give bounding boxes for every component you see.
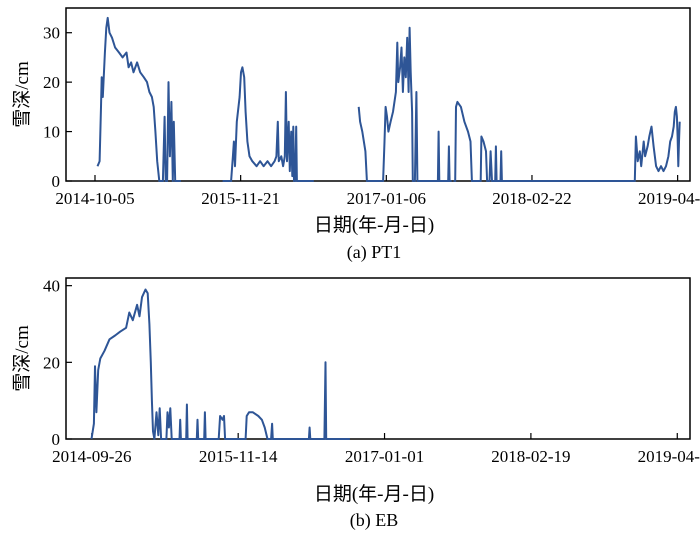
x-tick-label: 2019-04-10 <box>638 189 700 208</box>
x-tick-label: 2018-02-19 <box>491 447 570 466</box>
series-line-segment <box>222 66 314 182</box>
plot-frame <box>65 7 691 182</box>
y-tick-label: 0 <box>52 430 61 449</box>
series-lines <box>96 16 681 182</box>
x-tick-label: 2014-10-05 <box>55 189 134 208</box>
x-tick-label: 2019-04-09 <box>638 447 700 466</box>
x-tick-label: 2015-11-21 <box>201 189 280 208</box>
x-axis-label: 日期(年-月-日) <box>314 214 434 236</box>
y-tick-label: 20 <box>43 73 60 92</box>
chart-panel-eb: 0 20 40 2014-09-26 2015-11-14 2017-01-01 2018… <box>11 277 700 531</box>
series-line-segment <box>453 100 681 182</box>
y-tick-label: 10 <box>43 123 60 142</box>
x-tick-label: 2017-01-06 <box>347 189 426 208</box>
y-tick-label: 0 <box>52 172 61 191</box>
y-axis-label: 雪深/cm <box>11 61 33 128</box>
chart-caption: (a) PT1 <box>347 242 401 263</box>
y-tick-label: 20 <box>43 353 60 372</box>
x-tick-label: 2015-11-14 <box>199 447 278 466</box>
y-axis: 0 20 40 <box>43 277 72 449</box>
series-lines <box>90 288 350 440</box>
x-axis: 2014-10-05 2015-11-21 2017-01-06 2018-02-22… <box>55 175 700 208</box>
series-line-segment <box>90 288 350 440</box>
y-tick-label: 40 <box>43 277 60 296</box>
series-line-segment <box>96 16 181 182</box>
chart-caption: (b) EB <box>350 510 399 531</box>
x-tick-label: 2017-01-01 <box>345 447 424 466</box>
x-axis-label: 日期(年-月-日) <box>314 483 434 505</box>
series-line-segment <box>357 26 452 182</box>
x-tick-label: 2018-02-22 <box>492 189 571 208</box>
y-axis: 0 10 20 30 <box>43 24 72 191</box>
y-tick-label: 30 <box>43 24 60 43</box>
y-axis-label: 雪深/cm <box>11 325 33 392</box>
x-axis: 2014-09-26 2015-11-14 2017-01-01 2018-02-19… <box>52 433 700 466</box>
plot-frame <box>65 277 691 440</box>
x-tick-label: 2014-09-26 <box>52 447 131 466</box>
